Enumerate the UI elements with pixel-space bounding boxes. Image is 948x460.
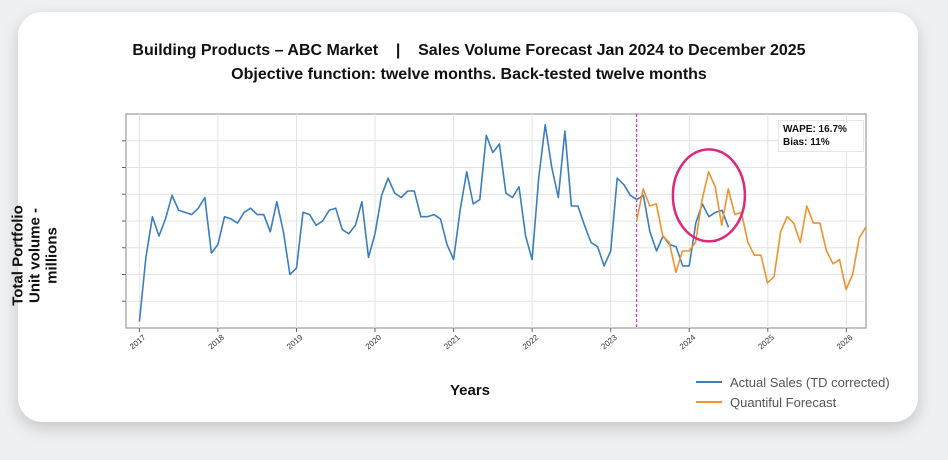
legend: Actual Sales (TD corrected) Quantiful Fo… [696, 372, 890, 412]
x-tick-label: 2024 [678, 333, 698, 352]
x-tick-label: 2025 [756, 333, 776, 352]
x-tick-label: 2022 [521, 333, 541, 352]
legend-label-forecast: Quantiful Forecast [730, 394, 837, 410]
x-tick-label: 2026 [835, 333, 855, 352]
actual-sales-line [138, 123, 730, 322]
legend-label-actual: Actual Sales (TD corrected) [730, 374, 890, 390]
x-tick-label: 2019 [285, 333, 305, 352]
x-tick-label: 2023 [599, 333, 619, 352]
bias-text: Bias: 11% [783, 137, 830, 148]
legend-item-forecast: Quantiful Forecast [696, 392, 890, 412]
chart-title: Building Products – ABC Market | Sales V… [132, 42, 806, 59]
x-tick-label: 2018 [207, 333, 227, 352]
chart-subtitle: Objective function: twelve months. Back-… [231, 66, 707, 83]
x-axis-label: Years [449, 382, 491, 399]
forecast-line [635, 171, 867, 291]
highlight-ellipse [671, 148, 747, 243]
wape-text: WAPE: 16.7% [783, 124, 847, 135]
legend-swatch-forecast [696, 401, 722, 403]
x-tick-label: 2020 [364, 333, 384, 352]
metrics-box: WAPE: 16.7% Bias: 11% [778, 120, 864, 152]
x-tick-label: 2017 [128, 333, 148, 352]
legend-swatch-actual [696, 381, 722, 383]
legend-item-actual: Actual Sales (TD corrected) [696, 372, 890, 392]
x-tick-label: 2021 [442, 333, 462, 352]
